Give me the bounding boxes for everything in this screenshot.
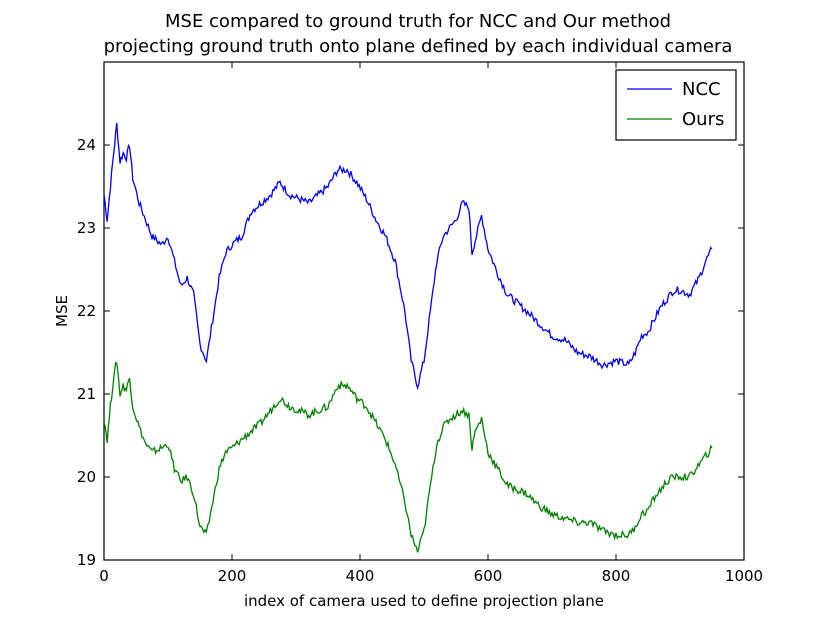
x-tick-label-800: 800: [602, 567, 631, 585]
legend-label-ncc: NCC: [682, 79, 721, 100]
chart-title-line-2: projecting ground truth onto plane defin…: [104, 36, 733, 57]
x-tick-label-200: 200: [218, 567, 247, 585]
x-tick-label-600: 600: [474, 567, 503, 585]
x-tick-label-1000: 1000: [725, 567, 763, 585]
y-tick-label-23: 23: [77, 219, 96, 237]
x-tick-label-0: 0: [99, 567, 109, 585]
y-tick-label-19: 19: [77, 551, 96, 569]
y-axis-label: MSE: [53, 295, 71, 327]
tick-layer: 0 200 400 600 800 1000 19 20 21 22 23 24: [77, 62, 763, 585]
y-tick-label-21: 21: [77, 385, 96, 403]
legend-box: [615, 69, 737, 141]
series-layer: [103, 123, 713, 553]
x-tick-label-400: 400: [346, 567, 375, 585]
x-axis-label: index of camera used to define projectio…: [244, 592, 604, 610]
legend: NCC Ours: [615, 69, 737, 141]
plot-area: 0 200 400 600 800 1000 19 20 21 22 23 24: [77, 61, 763, 585]
y-tick-label-22: 22: [77, 302, 96, 320]
series-line-ours: [103, 361, 713, 553]
y-tick-label-24: 24: [77, 136, 96, 154]
y-tick-label-20: 20: [77, 468, 96, 486]
series-line-ncc: [103, 123, 713, 391]
chart-title-line-1: MSE compared to ground truth for NCC and…: [165, 11, 671, 32]
legend-label-ours: Ours: [682, 109, 724, 130]
